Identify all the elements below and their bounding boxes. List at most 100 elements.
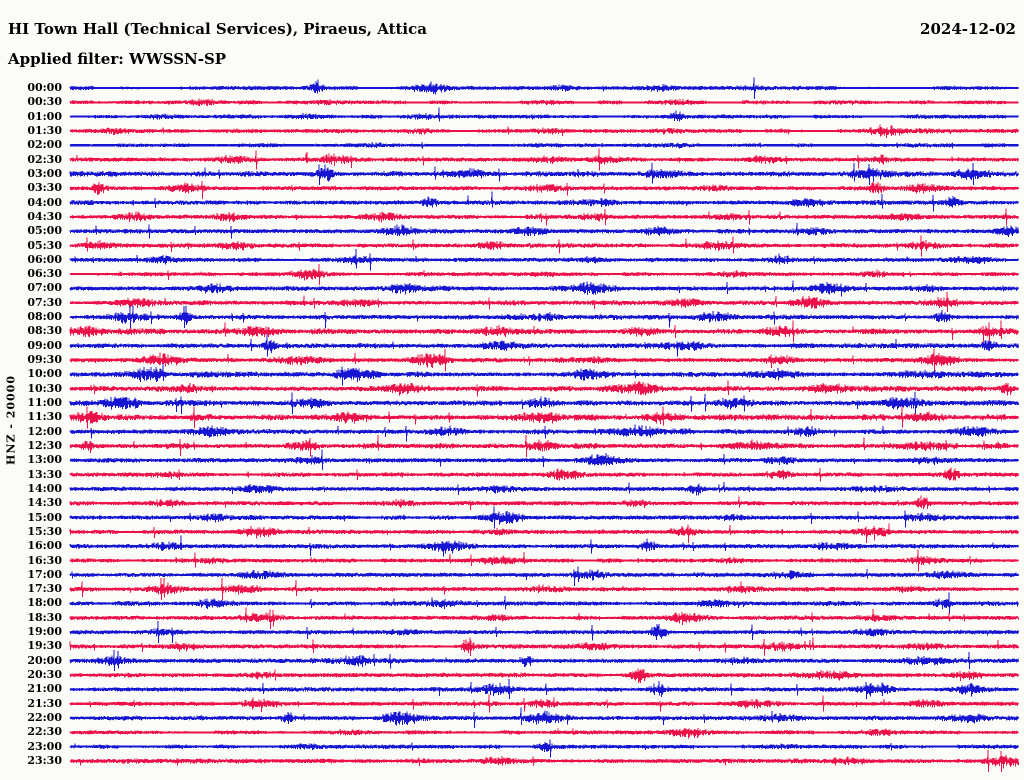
time-label: 20:00 xyxy=(27,653,62,667)
time-label: 15:00 xyxy=(27,510,62,524)
trace-row-1530 xyxy=(69,523,1019,543)
trace-row-0600 xyxy=(69,248,1019,271)
trace-row-1600 xyxy=(69,535,1019,557)
trace-row-0500 xyxy=(69,223,1019,239)
trace-row-0400 xyxy=(69,191,1019,212)
time-label: 03:30 xyxy=(27,181,62,195)
time-label: 19:00 xyxy=(27,625,62,639)
trace-row-0530 xyxy=(69,235,1019,257)
time-label: 13:00 xyxy=(27,453,62,467)
trace-row-1400 xyxy=(69,482,1019,496)
trace-row-0700 xyxy=(69,280,1019,297)
trace-row-0900 xyxy=(69,334,1019,357)
trace-row-0630 xyxy=(69,263,1019,286)
trace-row-1800 xyxy=(69,592,1019,614)
time-label: 18:30 xyxy=(27,610,62,624)
time-label: 07:30 xyxy=(27,295,62,309)
time-label: 22:00 xyxy=(27,711,62,725)
trace-row-0030 xyxy=(69,98,1019,107)
trace-row-1300 xyxy=(69,449,1019,470)
trace-row-0130 xyxy=(69,124,1019,138)
time-label: 12:00 xyxy=(27,424,62,438)
trace-row-2330 xyxy=(69,749,1019,773)
time-label: 16:00 xyxy=(27,539,62,553)
time-label: 17:30 xyxy=(27,582,62,596)
trace-row-2100 xyxy=(69,678,1019,700)
trace-row-1130 xyxy=(69,406,1019,429)
trace-row-1230 xyxy=(69,434,1019,458)
time-label: 15:30 xyxy=(27,524,62,538)
trace-row-0730 xyxy=(69,291,1019,313)
trace-row-0430 xyxy=(69,208,1019,226)
time-label: 21:00 xyxy=(27,682,62,696)
trace-row-0300 xyxy=(69,162,1019,185)
trace-row-2230 xyxy=(69,727,1019,739)
trace-row-1030 xyxy=(69,380,1019,397)
time-label: 06:30 xyxy=(27,267,62,281)
trace-row-0800 xyxy=(69,306,1019,329)
time-label: 08:00 xyxy=(27,310,62,324)
station-title: HI Town Hall (Technical Services), Pirae… xyxy=(8,20,427,38)
time-label: 12:30 xyxy=(27,438,62,452)
trace-row-1830 xyxy=(69,607,1019,629)
trace-row-1730 xyxy=(69,578,1019,601)
trace-row-0100 xyxy=(69,107,1019,122)
time-label: 16:30 xyxy=(27,553,62,567)
trace-row-0930 xyxy=(69,349,1019,372)
trace-row-1930 xyxy=(69,637,1019,657)
trace-row-1500 xyxy=(69,506,1019,529)
trace-row-1630 xyxy=(69,549,1019,572)
time-label: 21:30 xyxy=(27,696,62,710)
time-label: 14:00 xyxy=(27,481,62,495)
time-label: 13:30 xyxy=(27,467,62,481)
time-label: 23:30 xyxy=(27,753,62,767)
trace-row-1100 xyxy=(69,391,1019,415)
trace-row-2000 xyxy=(69,649,1019,671)
trace-row-0830 xyxy=(69,320,1019,343)
time-label: 17:00 xyxy=(27,567,62,581)
time-label: 07:00 xyxy=(27,281,62,295)
time-label: 01:30 xyxy=(27,123,62,137)
trace-row-1000 xyxy=(69,363,1019,386)
time-label: 05:00 xyxy=(27,224,62,238)
time-label: 20:30 xyxy=(27,668,62,682)
trace-row-1700 xyxy=(69,566,1019,586)
date-label: 2024-12-02 xyxy=(920,20,1016,38)
time-label: 00:30 xyxy=(27,95,62,109)
time-label: 22:30 xyxy=(27,725,62,739)
time-label: 04:30 xyxy=(27,209,62,223)
time-label: 23:00 xyxy=(27,739,62,753)
time-label: 00:00 xyxy=(27,81,62,94)
time-label: 18:00 xyxy=(27,596,62,610)
time-label: 19:30 xyxy=(27,639,62,653)
time-label: 11:00 xyxy=(27,396,62,410)
time-label: 08:30 xyxy=(27,324,62,338)
time-label: 14:30 xyxy=(27,496,62,510)
trace-row-2130 xyxy=(69,694,1019,713)
trace-row-1330 xyxy=(69,467,1019,482)
time-label: 04:00 xyxy=(27,195,62,209)
time-label: 01:00 xyxy=(27,109,62,123)
trace-row-2300 xyxy=(69,739,1019,758)
time-label: 06:00 xyxy=(27,252,62,266)
trace-row-0200 xyxy=(69,141,1019,149)
trace-row-1200 xyxy=(69,424,1019,442)
time-label: 02:30 xyxy=(27,152,62,166)
time-label: 05:30 xyxy=(27,238,62,252)
trace-row-1430 xyxy=(69,495,1019,511)
trace-row-0330 xyxy=(69,180,1019,200)
time-label: 03:00 xyxy=(27,166,62,180)
time-label: 02:00 xyxy=(27,138,62,152)
trace-row-0230 xyxy=(69,148,1019,171)
time-label: 10:00 xyxy=(27,367,62,381)
trace-row-0000 xyxy=(69,77,1019,100)
time-label: 09:30 xyxy=(27,353,62,367)
time-label: 10:30 xyxy=(27,381,62,395)
trace-row-2030 xyxy=(69,668,1019,684)
time-label: 09:00 xyxy=(27,338,62,352)
trace-row-1900 xyxy=(69,621,1019,644)
trace-row-2200 xyxy=(69,707,1019,729)
applied-filter-label: Applied filter: WWSSN-SP xyxy=(8,50,227,68)
time-label: 11:30 xyxy=(27,410,62,424)
